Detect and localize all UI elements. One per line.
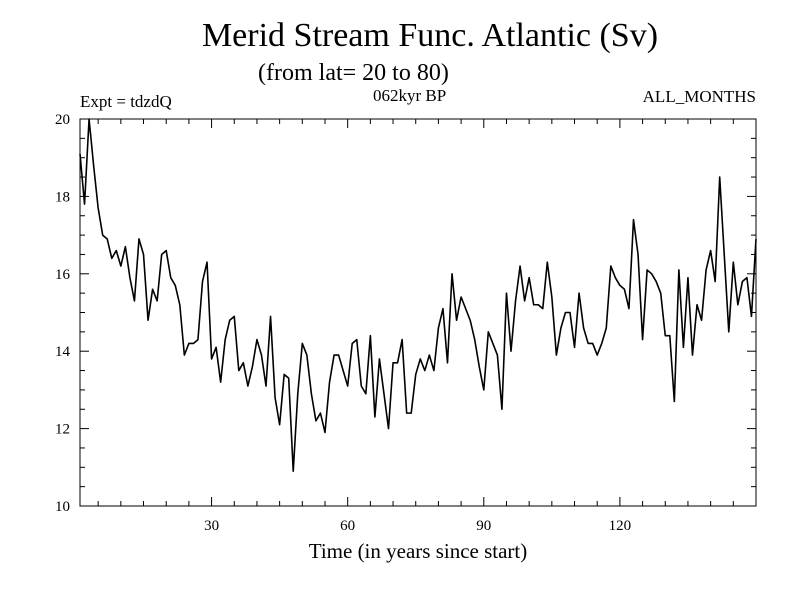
y-tick-label: 18 (55, 189, 70, 205)
x-tick-label: 90 (476, 518, 491, 534)
y-tick-label: 20 (55, 112, 70, 128)
y-tick-label: 12 (55, 422, 70, 438)
x-axis: 30 60 90 120 (97, 119, 757, 534)
x-axis-label: Time (in years since start) (309, 539, 528, 563)
y-tick-label: 14 (55, 344, 71, 360)
experiment-label: Expt = tdzdQ (80, 92, 172, 111)
y-tick-label: 16 (55, 267, 71, 283)
months-label: ALL_MONTHS (642, 87, 756, 106)
era-label: 062kyr BP (373, 86, 447, 105)
plot-frame (79, 118, 757, 507)
y-axis: 10 12 14 16 18 20 (55, 112, 756, 515)
x-tick-label: 120 (609, 518, 632, 534)
series-group (79, 118, 757, 472)
x-tick-label: 60 (340, 518, 355, 534)
x-tick-label: 30 (204, 518, 219, 534)
series-line-tdzdQ (79, 118, 757, 472)
y-tick-label: 10 (55, 499, 70, 515)
chart-subtitle: (from lat= 20 to 80) (258, 60, 449, 86)
chart-title: Merid Stream Func. Atlantic (Sv) (201, 17, 659, 54)
